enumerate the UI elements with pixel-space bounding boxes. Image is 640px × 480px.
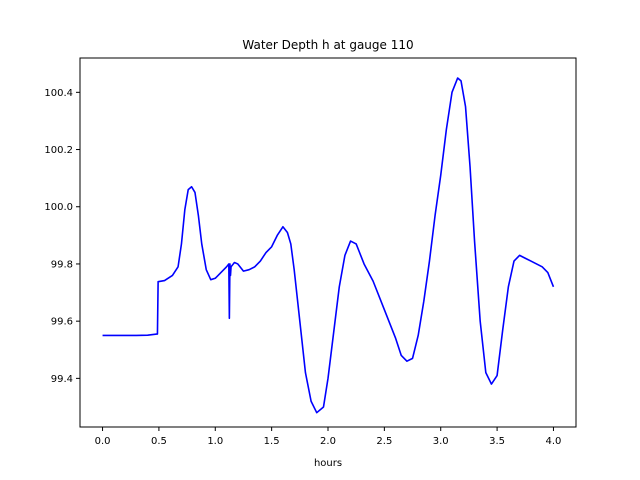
x-tick-label: 3.0 xyxy=(433,436,449,447)
y-tick-label: 100.2 xyxy=(44,145,73,156)
x-tick-label: 2.5 xyxy=(376,436,392,447)
y-tick-label: 99.8 xyxy=(51,259,73,270)
x-tick-label: 4.0 xyxy=(546,436,562,447)
x-tick-label: 0.5 xyxy=(151,436,167,447)
x-tick-label: 3.5 xyxy=(489,436,505,447)
x-tick-label: 2.0 xyxy=(320,436,336,447)
y-tick-label: 99.4 xyxy=(51,374,73,385)
water-depth-line xyxy=(102,77,555,414)
x-tick-label: 0.0 xyxy=(95,436,111,447)
y-tick-label: 99.6 xyxy=(51,317,73,328)
x-axis-title: hours xyxy=(314,458,342,469)
plot-area: 0.0 0.5 1.0 1.5 2.0 2.5 3.0 3.5 4.0 99.4 99.6 99.8… xyxy=(44,57,577,447)
x-tick-label: 1.0 xyxy=(207,436,223,447)
chart-title: Water Depth h at gauge 110 xyxy=(242,38,413,52)
x-tick-label: 1.5 xyxy=(264,436,280,447)
y-tick-label: 100.4 xyxy=(44,88,73,99)
y-axis: 99.4 99.6 99.8 100.0 100.2 100.4 xyxy=(44,88,80,385)
x-axis: 0.0 0.5 1.0 1.5 2.0 2.5 3.0 3.5 4.0 xyxy=(95,427,562,447)
y-tick-label: 100.0 xyxy=(44,202,73,213)
